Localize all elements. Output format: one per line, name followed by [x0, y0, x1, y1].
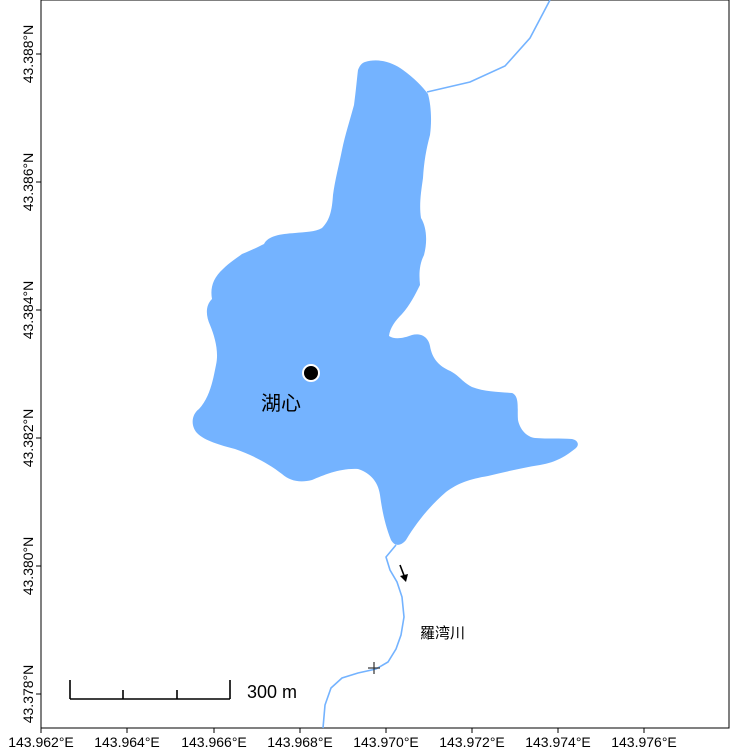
arrow-down-right-icon: [399, 564, 408, 582]
lake: [192, 60, 578, 545]
lake-center-label: 湖心: [261, 391, 301, 415]
inflow-river: [426, 0, 551, 93]
x-tick-label: 143.968°E: [267, 734, 333, 750]
y-tick-label: 43.388°N: [20, 25, 36, 84]
river-label: 羅湾川: [420, 624, 465, 642]
x-tick-label: 143.970°E: [353, 734, 419, 750]
y-tick-label: 43.382°N: [20, 409, 36, 468]
x-axis: 143.962°E 143.964°E 143.966°E 143.968°E …: [8, 728, 677, 750]
y-tick-label: 43.380°N: [20, 537, 36, 596]
y-tick-label: 43.386°N: [20, 153, 36, 212]
x-tick-label: 143.976°E: [611, 734, 677, 750]
lake-center-dot-icon: [302, 364, 320, 382]
y-tick-label: 43.378°N: [20, 665, 36, 724]
scale-bar-label: 300 m: [247, 682, 297, 702]
cross-marker-icon: [368, 662, 380, 674]
outflow-river: [322, 544, 405, 729]
x-tick-label: 143.966°E: [181, 734, 247, 750]
x-tick-label: 143.972°E: [439, 734, 505, 750]
y-tick-label: 43.384°N: [20, 281, 36, 340]
x-tick-label: 143.962°E: [8, 734, 74, 750]
scale-bar: [69, 680, 231, 700]
x-tick-label: 143.964°E: [94, 734, 160, 750]
x-tick-label: 143.974°E: [525, 734, 591, 750]
y-axis: 43.378°N 43.380°N 43.382°N 43.384°N 43.3…: [20, 25, 41, 724]
